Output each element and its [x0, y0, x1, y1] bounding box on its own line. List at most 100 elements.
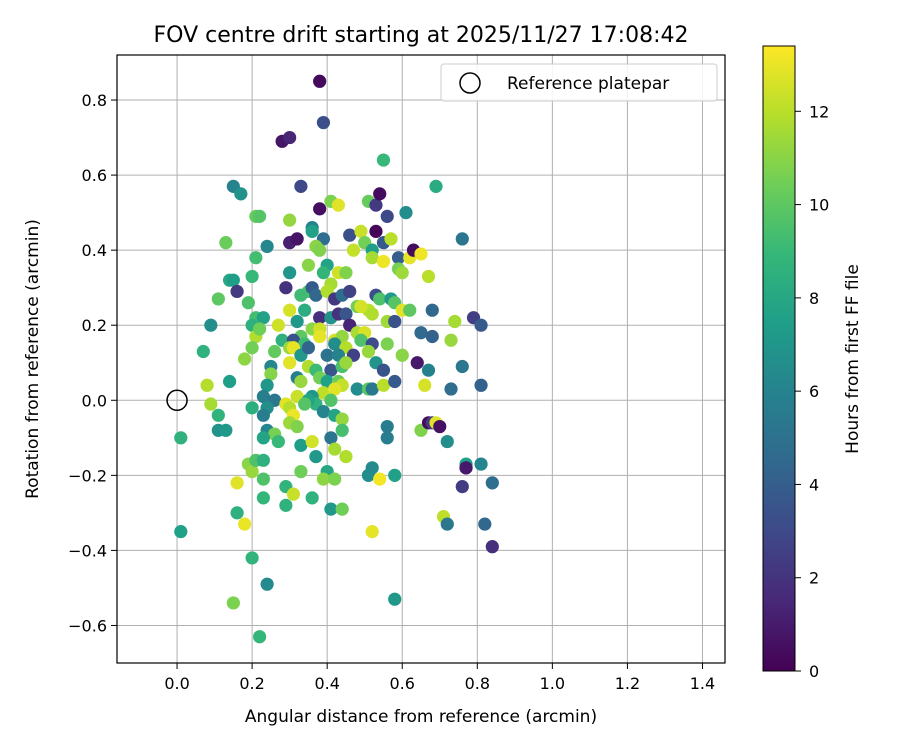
data-point: [324, 502, 338, 516]
data-point: [361, 468, 376, 482]
data-point: [256, 431, 270, 445]
data-point: [226, 596, 240, 610]
data-point: [241, 296, 255, 310]
data-point: [418, 378, 432, 392]
data-point: [316, 115, 331, 130]
legend: Reference platepar: [440, 63, 718, 102]
data-point: [256, 408, 270, 422]
data-point: [485, 540, 499, 554]
y-tick-label: −0.6: [68, 616, 107, 635]
x-tick-label: 1.0: [540, 674, 565, 693]
data-point: [230, 506, 244, 520]
x-tick-label: 1.4: [690, 674, 715, 693]
data-point: [196, 344, 210, 359]
data-point: [234, 187, 248, 201]
data-point: [380, 337, 394, 351]
data-point: [399, 206, 413, 220]
data-point: [268, 344, 282, 359]
x-tick-label: 0.8: [465, 674, 490, 693]
data-point: [298, 303, 312, 317]
data-point: [301, 341, 316, 355]
y-tick-label: 0.8: [82, 91, 107, 110]
data-point: [249, 251, 263, 265]
data-point: [425, 329, 439, 344]
data-point: [365, 251, 379, 265]
colorbar-tick-label: 0: [809, 662, 819, 681]
x-tick-label: 0.0: [164, 674, 189, 693]
data-point: [455, 232, 469, 246]
data-point: [294, 438, 308, 452]
y-tick-label: 0.4: [82, 241, 107, 260]
plot-frame: [116, 54, 726, 664]
data-point: [219, 236, 233, 250]
data-point: [313, 311, 327, 325]
data-point: [373, 292, 387, 306]
data-point: [279, 281, 293, 295]
data-point: [369, 198, 383, 212]
data-point: [365, 307, 379, 321]
data-point: [324, 393, 338, 407]
data-point: [328, 472, 342, 486]
data-point: [444, 382, 458, 396]
data-point: [380, 431, 394, 445]
data-point: [313, 74, 327, 88]
x-tick-label: 0.6: [390, 674, 415, 693]
data-point: [286, 487, 300, 501]
data-point: [222, 374, 237, 389]
data-point: [388, 468, 402, 482]
data-point: [313, 243, 327, 257]
colorbar-tick-label: 2: [809, 569, 819, 588]
data-point: [455, 480, 469, 494]
colorbar-tick-label: 12: [809, 102, 829, 121]
x-tick-label: 0.2: [239, 674, 264, 693]
colorbar: 0 2 4 6 8 10 12 Hours from first FF file: [762, 45, 863, 681]
data-point: [245, 269, 259, 284]
data-point: [226, 273, 240, 287]
x-tick-label: 1.2: [615, 674, 640, 693]
data-point: [230, 476, 244, 490]
data-point: [339, 356, 353, 370]
data-point: [283, 303, 297, 317]
data-point: [301, 258, 316, 272]
data-point: [403, 303, 417, 317]
data-point: [264, 367, 278, 381]
data-point: [343, 284, 357, 299]
data-point: [230, 284, 244, 299]
data-point: [313, 329, 327, 344]
data-point: [440, 434, 454, 449]
data-point: [294, 464, 308, 479]
data-point: [354, 333, 368, 347]
data-point: [335, 502, 349, 516]
legend-box: [440, 63, 718, 102]
data-point: [174, 431, 188, 445]
data-point: [245, 401, 259, 415]
data-point: [324, 431, 338, 445]
data-point: [433, 419, 447, 434]
colorbar-ticks: 0 2 4 6 8 10 12: [795, 102, 829, 681]
data-point: [328, 442, 342, 456]
data-points: [174, 74, 499, 644]
data-point: [328, 382, 342, 396]
data-point: [245, 551, 259, 565]
data-point: [478, 517, 492, 531]
data-point: [245, 341, 259, 355]
data-point: [200, 378, 214, 392]
colorbar-tick-label: 4: [809, 475, 819, 494]
data-point: [320, 348, 334, 362]
data-point: [361, 344, 376, 359]
data-point: [335, 423, 349, 437]
data-point: [204, 397, 218, 411]
data-point: [339, 307, 353, 321]
data-point: [421, 269, 436, 284]
legend-marker-icon: [459, 72, 481, 94]
data-point: [253, 322, 267, 336]
data-point: [391, 251, 406, 265]
data-point: [271, 434, 285, 449]
data-point: [238, 517, 252, 531]
data-point: [448, 314, 462, 329]
reference-marker: [166, 389, 188, 412]
data-point: [283, 130, 297, 145]
data-point: [211, 292, 225, 306]
data-point: [324, 363, 338, 377]
data-point: [294, 288, 308, 302]
